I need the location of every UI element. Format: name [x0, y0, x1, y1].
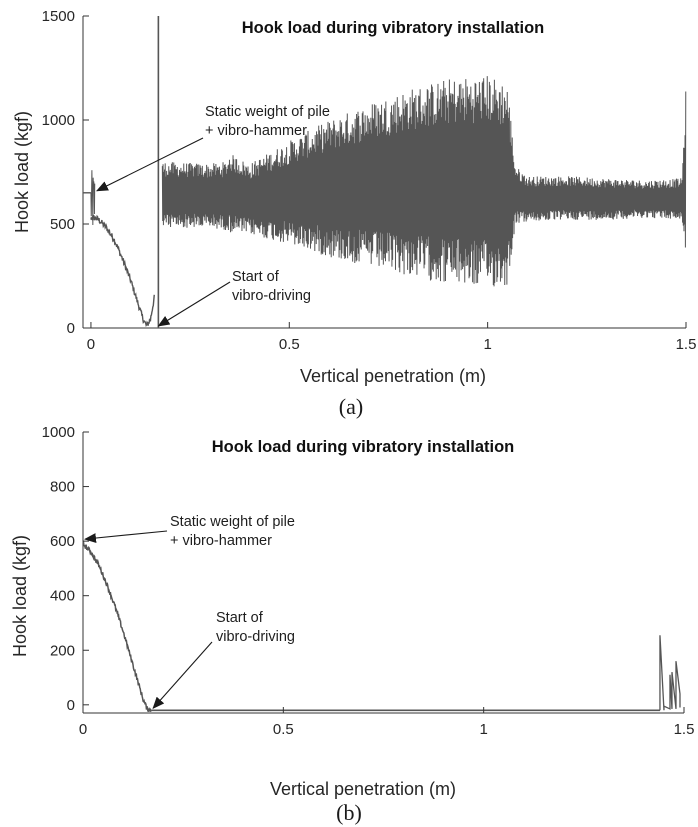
plot-area-a — [83, 16, 687, 328]
ticks-b: 0 0.5 1 1.5 0 200 400 600 800 1000 — [42, 424, 695, 738]
y-tick-label: 600 — [50, 533, 75, 550]
annotations-b: Static weight of pile + vibro-hammer Start… — [84, 514, 295, 710]
annotation-static-weight-line2: + vibro-hammer — [170, 533, 272, 549]
panel-b: 0 0.5 1 1.5 0 200 400 600 800 1000 Hook load duri… — [10, 424, 694, 825]
annotation-start-of-driving-line1: Start of — [232, 269, 280, 285]
x-axis-label-a: Vertical penetration (m) — [300, 366, 486, 386]
panel-a: 0 0.5 1 1.5 0 500 1000 1500 Hook load during vi… — [12, 8, 696, 419]
annotations-a: Static weight of pile + vibro-hammer Start… — [96, 104, 330, 327]
y-tick-label: 200 — [50, 642, 75, 659]
chart-title-b: Hook load during vibratory installation — [212, 438, 515, 456]
x-tick-label: 0.5 — [279, 336, 300, 353]
x-tick-label: 1.5 — [676, 336, 697, 353]
annotation-static-weight-line1: Static weight of pile — [170, 514, 295, 530]
y-axis-label-a: Hook load (kgf) — [12, 111, 32, 233]
panel-label-b: (b) — [336, 800, 362, 825]
x-axis-label-b: Vertical penetration (m) — [270, 779, 456, 799]
x-tick-label: 0 — [87, 336, 95, 353]
axes-frame-a — [82, 16, 686, 329]
y-tick-label: 1000 — [42, 424, 75, 441]
y-tick-label: 0 — [67, 697, 75, 714]
panel-label-a: (a) — [339, 394, 363, 419]
x-tick-label: 1 — [483, 336, 491, 353]
annotation-start-of-driving-line2: vibro-driving — [216, 629, 295, 645]
annotation-static-weight-line2: + vibro-hammer — [205, 123, 307, 139]
annotation-start-of-driving-line1: Start of — [216, 610, 264, 626]
descent-line — [82, 540, 152, 712]
plot-area-b — [82, 540, 681, 712]
ticks-a: 0 0.5 1 1.5 0 500 1000 1500 — [42, 8, 697, 353]
annotation-arrow — [157, 281, 231, 327]
vibro-driving-signal — [161, 76, 687, 287]
y-tick-label: 1000 — [42, 112, 75, 129]
x-tick-label: 0 — [79, 721, 87, 738]
tail-spikes — [659, 635, 681, 711]
x-tick-label: 1.5 — [674, 721, 695, 738]
descent-line — [90, 214, 155, 327]
x-tick-label: 0.5 — [273, 721, 294, 738]
y-tick-label: 400 — [50, 588, 75, 605]
annotation-static-weight-line1: Static weight of pile — [205, 104, 330, 120]
x-tick-label: 1 — [479, 721, 487, 738]
y-axis-label-b: Hook load (kgf) — [10, 535, 30, 657]
y-tick-label: 0 — [67, 320, 75, 337]
annotation-arrow — [84, 530, 168, 544]
annotation-start-of-driving-line2: vibro-driving — [232, 288, 311, 304]
y-tick-label: 1500 — [42, 8, 75, 25]
annotation-arrow — [152, 641, 213, 710]
axes-frame-b — [82, 432, 684, 714]
pre-descent-noise — [90, 170, 96, 225]
y-tick-label: 800 — [50, 479, 75, 496]
chart-title-a: Hook load during vibratory installation — [242, 19, 545, 37]
annotation-arrow — [96, 137, 204, 192]
y-tick-label: 500 — [50, 216, 75, 233]
